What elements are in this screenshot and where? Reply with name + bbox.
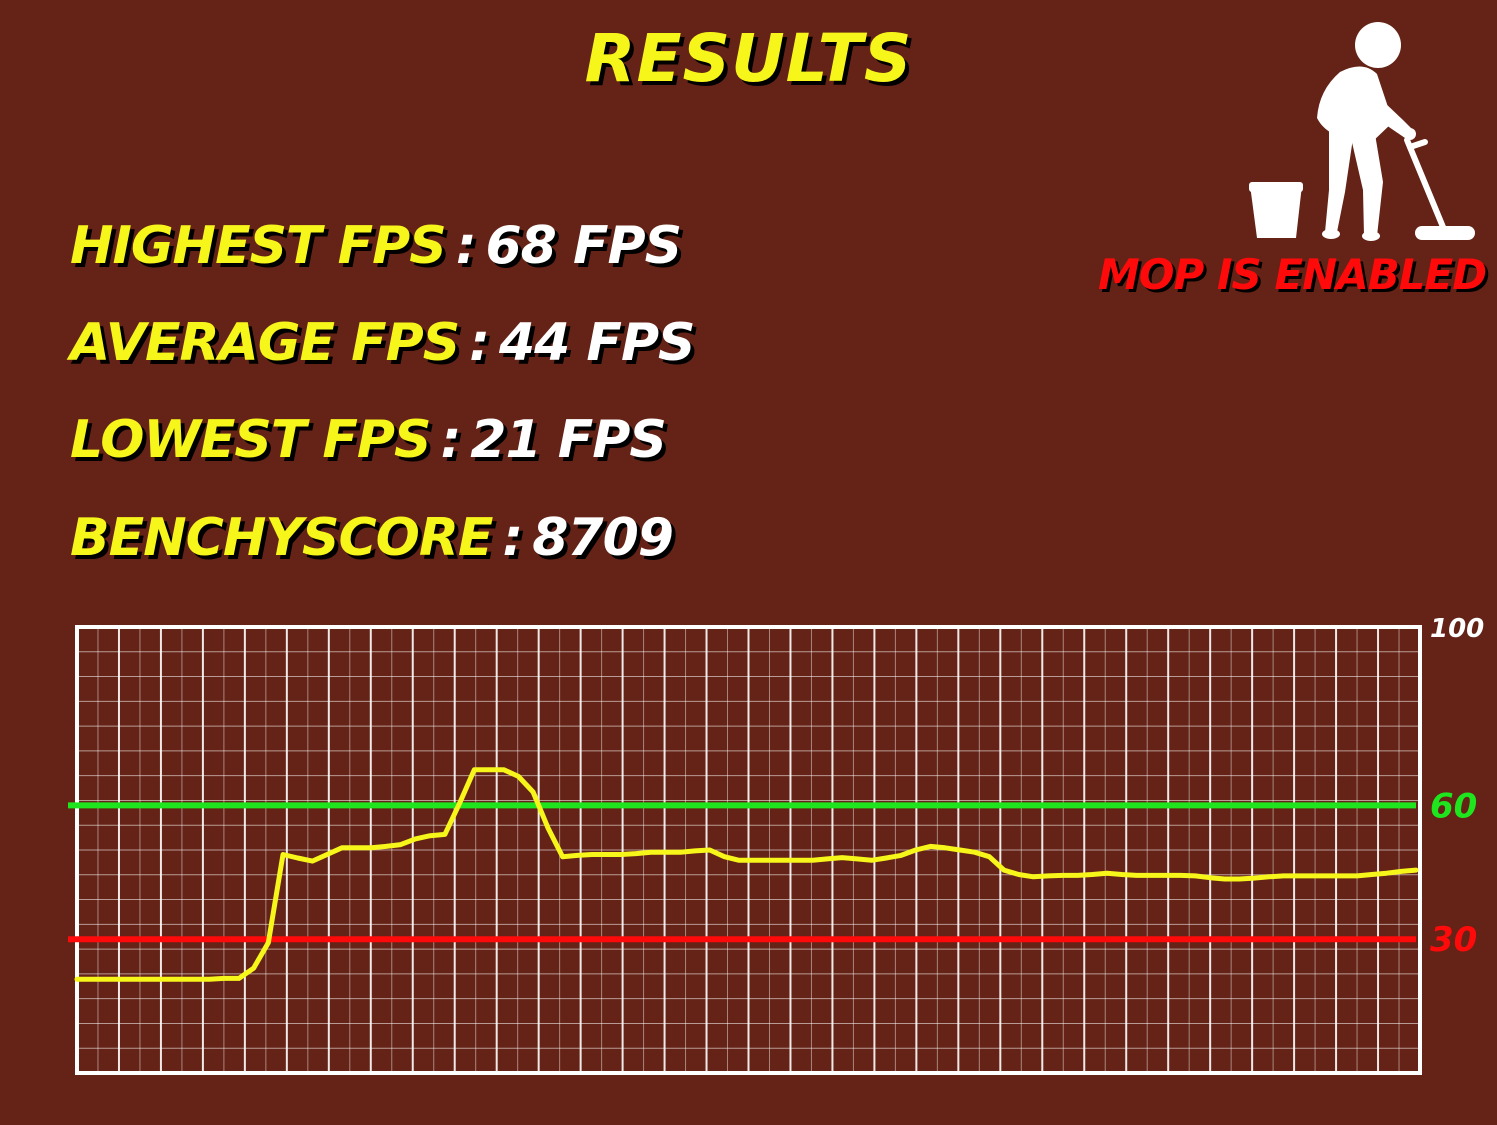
lowest-fps-sep: : (440, 410, 461, 470)
page-title: RESULTS (584, 20, 913, 97)
fps-series-line (74, 767, 1419, 982)
average-fps-stat: AVERAGE FPS:44 FPS (70, 313, 696, 373)
chart-frame (75, 625, 1422, 1075)
chart-grid (77, 627, 1420, 1073)
average-fps-label: AVERAGE FPS (70, 313, 460, 373)
average-fps-sep: : (469, 313, 490, 373)
janitor-mop-bucket-icon (1249, 22, 1475, 241)
benchyscore-stat: BENCHYSCORE:8709 (70, 508, 674, 568)
highest-fps-stat: HIGHEST FPS:68 FPS (70, 216, 683, 276)
highest-fps-sep: : (455, 216, 477, 276)
threshold-label-30: 30 (1430, 920, 1477, 960)
average-fps-value: 44 FPS (498, 313, 696, 373)
highest-fps-value: 68 FPS (485, 216, 683, 276)
benchyscore-sep: : (502, 508, 523, 568)
threshold-label-60: 60 (1430, 786, 1477, 826)
lowest-fps-stat: LOWEST FPS:21 FPS (70, 410, 667, 470)
highest-fps-label: HIGHEST FPS (70, 216, 447, 276)
lowest-fps-label: LOWEST FPS (70, 410, 431, 470)
y-tick-label-100: 100 (1430, 614, 1484, 644)
threshold-lines (68, 802, 1416, 943)
mop-status-label: MOP IS ENABLED (1098, 250, 1487, 299)
benchyscore-value: 8709 (532, 508, 674, 568)
lowest-fps-value: 21 FPS (470, 410, 667, 470)
benchyscore-label: BENCHYSCORE (70, 508, 493, 568)
